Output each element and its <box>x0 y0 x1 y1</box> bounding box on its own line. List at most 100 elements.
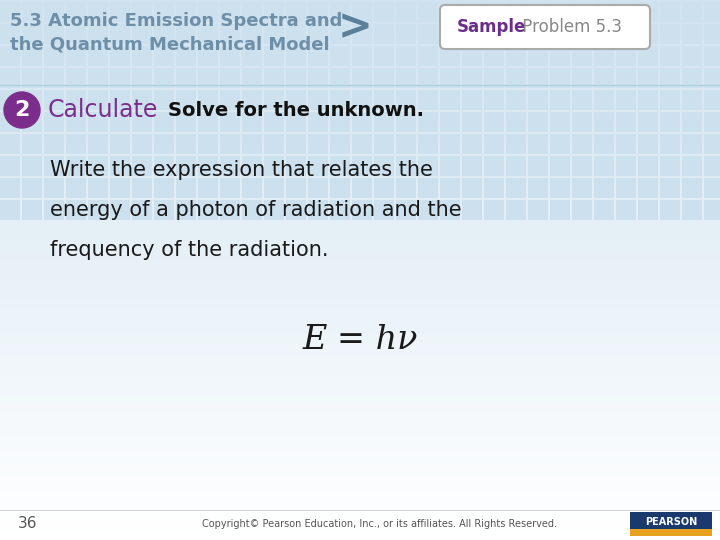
Bar <box>660 2 680 22</box>
Bar <box>528 68 548 88</box>
Bar <box>0 324 720 325</box>
Bar <box>0 430 720 431</box>
Bar <box>484 24 504 44</box>
Bar <box>0 211 720 212</box>
Bar <box>440 46 460 66</box>
Bar <box>0 213 720 214</box>
Bar <box>66 112 86 132</box>
Bar <box>0 263 720 264</box>
Bar <box>0 520 720 521</box>
Bar <box>0 450 720 451</box>
Bar <box>682 2 702 22</box>
Bar <box>286 90 306 110</box>
Bar <box>660 24 680 44</box>
Bar <box>0 336 720 337</box>
Bar <box>0 463 720 464</box>
Bar <box>528 156 548 176</box>
Bar <box>0 318 720 319</box>
Bar <box>132 178 152 198</box>
Bar <box>0 532 720 533</box>
Bar <box>374 112 394 132</box>
Bar <box>572 134 592 154</box>
Bar <box>0 350 720 351</box>
Bar <box>22 134 42 154</box>
Bar <box>0 53 720 54</box>
Bar <box>594 134 614 154</box>
Bar <box>242 134 262 154</box>
Bar <box>0 441 720 442</box>
Bar <box>0 502 720 503</box>
Bar <box>0 124 720 125</box>
Bar <box>418 46 438 66</box>
Bar <box>660 156 680 176</box>
Bar <box>0 312 720 313</box>
Bar <box>330 178 350 198</box>
Bar <box>286 200 306 220</box>
Bar <box>0 243 720 244</box>
Bar <box>220 2 240 22</box>
Text: Write the expression that relates the: Write the expression that relates the <box>50 160 433 180</box>
Bar <box>242 2 262 22</box>
Bar <box>0 158 720 159</box>
Bar <box>176 46 196 66</box>
Bar <box>110 24 130 44</box>
Bar <box>0 437 720 438</box>
Bar <box>0 389 720 390</box>
Bar <box>352 178 372 198</box>
Bar <box>0 538 720 539</box>
Bar <box>418 178 438 198</box>
Bar <box>0 195 720 196</box>
Bar <box>0 36 720 37</box>
Bar <box>0 199 720 200</box>
Bar <box>440 112 460 132</box>
Bar <box>0 408 720 409</box>
Bar <box>704 2 720 22</box>
Bar <box>0 95 720 96</box>
Bar <box>0 317 720 318</box>
Bar <box>286 156 306 176</box>
Bar <box>0 214 720 215</box>
Text: 5.3 Atomic Emission Spectra and: 5.3 Atomic Emission Spectra and <box>10 12 343 30</box>
Bar <box>0 330 720 331</box>
Bar <box>0 66 720 67</box>
Bar <box>0 474 720 475</box>
Bar <box>0 364 720 365</box>
Bar <box>352 46 372 66</box>
Bar <box>110 90 130 110</box>
Bar <box>0 331 720 332</box>
Bar <box>0 445 720 446</box>
Bar <box>110 46 130 66</box>
Bar <box>0 533 720 534</box>
Bar <box>594 156 614 176</box>
Bar <box>0 183 720 184</box>
Bar <box>396 156 416 176</box>
Bar <box>0 270 720 271</box>
Bar <box>462 156 482 176</box>
Bar <box>0 396 720 397</box>
Bar <box>0 79 720 80</box>
Bar <box>0 296 720 297</box>
Bar <box>418 90 438 110</box>
Bar <box>0 439 720 440</box>
Bar <box>0 30 720 31</box>
Bar <box>374 46 394 66</box>
Bar <box>0 132 720 133</box>
Bar <box>0 185 720 186</box>
Bar <box>0 136 720 137</box>
Bar <box>550 178 570 198</box>
Bar <box>0 400 720 401</box>
Bar <box>0 233 720 234</box>
Bar <box>0 171 720 172</box>
Bar <box>132 90 152 110</box>
Bar <box>352 112 372 132</box>
Bar <box>0 200 720 201</box>
Bar <box>594 178 614 198</box>
Bar <box>0 461 720 462</box>
Bar <box>660 112 680 132</box>
Bar <box>0 458 720 459</box>
Bar <box>242 24 262 44</box>
Bar <box>154 68 174 88</box>
Bar <box>0 17 720 18</box>
Bar <box>0 322 720 323</box>
Bar <box>0 386 720 387</box>
